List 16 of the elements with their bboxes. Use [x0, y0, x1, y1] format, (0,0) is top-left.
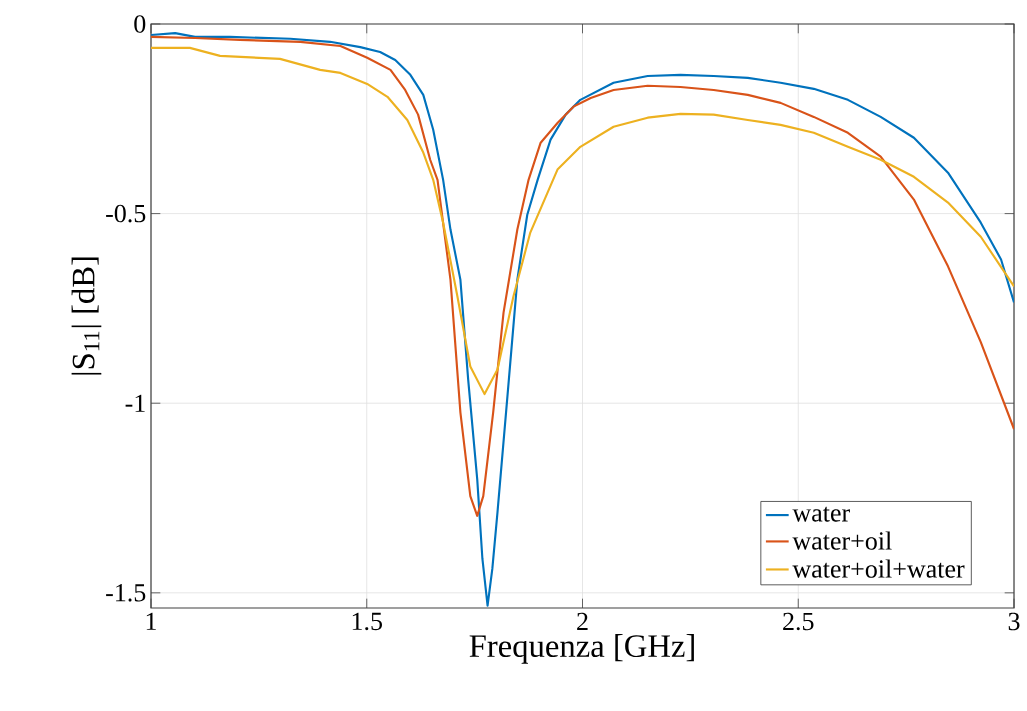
x-axis-title: Frequenza [GHz] [469, 634, 694, 664]
legend-label: water+oil [792, 531, 892, 550]
x-tick-label: 2.5 [783, 612, 814, 631]
legend-label: water [792, 506, 850, 522]
y-axis-title: |S$_{11}$| [dB] [71, 257, 102, 375]
y-tick-label: -0.5 [106, 204, 146, 223]
x-tick-label: 3 [1008, 612, 1020, 631]
line-series [151, 32, 1015, 607]
x-tick-label: 1.5 [352, 612, 382, 631]
x-tick-label: 1 [146, 612, 156, 630]
line-series [151, 46, 1015, 396]
y-tick-label: 0 [134, 15, 146, 33]
y-tick-label: -1.5 [106, 584, 146, 602]
x-tick-label: 2 [577, 612, 588, 630]
legend-label: water+oil+water [792, 559, 965, 578]
y-tick-label: -1 [125, 394, 145, 412]
